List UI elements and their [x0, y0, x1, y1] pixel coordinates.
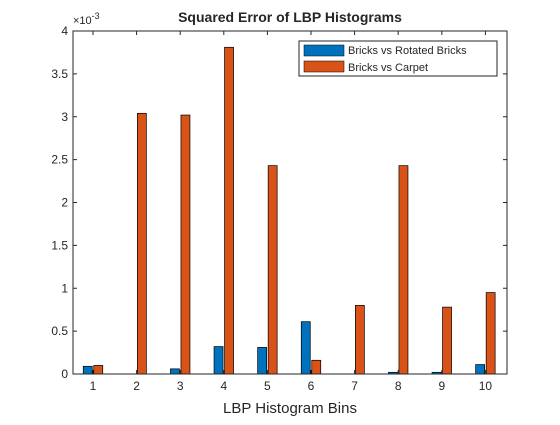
legend-swatch-bricks-vs-rotated-bricks [303, 44, 345, 57]
legend: Bricks vs Rotated Bricks Bricks vs Carpe… [298, 40, 498, 77]
exponent-label: ×10-3 [73, 11, 100, 27]
bar-bricks-vs-carpet-bin-10 [485, 292, 496, 375]
bar-bricks-vs-rotated-bricks-bin-3 [170, 368, 180, 375]
x-axis-label: LBP Histogram Bins [223, 400, 357, 417]
x-tick-label: 9 [438, 379, 445, 393]
bar-bricks-vs-carpet-bin-7 [355, 305, 365, 375]
bar-bricks-vs-carpet-bin-4 [224, 46, 234, 375]
y-tick-label: 3.5 [51, 67, 68, 81]
y-tick-label: 0 [61, 367, 68, 381]
x-tick-label: 7 [351, 379, 358, 393]
bar-bricks-vs-carpet-bin-3 [180, 114, 191, 375]
x-tick-label: 10 [479, 379, 493, 393]
x-tick-label: 1 [90, 379, 97, 393]
bar-bricks-vs-carpet-bin-2 [137, 112, 147, 375]
y-tick-label: 0.5 [51, 324, 68, 338]
y-tick-label: 3 [61, 110, 68, 124]
x-tick-label: 2 [133, 379, 140, 393]
bar-bricks-vs-rotated-bricks-bin-5 [257, 347, 267, 375]
exponent-power: -3 [92, 11, 100, 21]
y-tick-label: 4 [61, 24, 68, 38]
legend-label-bricks-vs-carpet: Bricks vs Carpet [348, 62, 428, 74]
legend-label-bricks-vs-rotated-bricks: Bricks vs Rotated Bricks [348, 45, 467, 57]
bar-bricks-vs-carpet-bin-8 [398, 165, 409, 375]
y-tick-label: 2 [61, 196, 68, 210]
bar-bricks-vs-rotated-bricks-bin-4 [213, 346, 224, 375]
x-tick-label: 4 [220, 379, 227, 393]
y-tick-label: 2.5 [51, 153, 68, 167]
x-tick-label: 5 [264, 379, 271, 393]
legend-swatch-bricks-vs-carpet [303, 60, 345, 73]
svg-text:×10-3: ×10-3 [73, 11, 100, 27]
chart-title: Squared Error of LBP Histograms [178, 9, 402, 25]
y-tick-label: 1 [61, 281, 68, 295]
ticks-layer: 1 2 3 4 5 6 7 8 9 10 0 0.5 1 1.5 2 2.5 3 3.5 4 [51, 24, 507, 393]
bar-bricks-vs-carpet-bin-9 [442, 306, 452, 375]
bar-bricks-vs-carpet-bin-1 [93, 365, 104, 375]
bar-bricks-vs-rotated-bricks-bin-10 [475, 364, 485, 375]
y-tick-label: 1.5 [51, 238, 68, 252]
x-tick-label: 3 [177, 379, 184, 393]
bar-bricks-vs-rotated-bricks-bin-1 [82, 365, 93, 375]
exponent-base: ×10 [73, 15, 92, 27]
x-tick-label: 6 [308, 379, 315, 393]
bar-bricks-vs-carpet-bin-5 [267, 165, 278, 375]
bar-bricks-vs-rotated-bricks-bin-6 [300, 321, 311, 375]
x-tick-label: 8 [395, 379, 402, 393]
bar-bricks-vs-carpet-bin-6 [311, 359, 322, 375]
